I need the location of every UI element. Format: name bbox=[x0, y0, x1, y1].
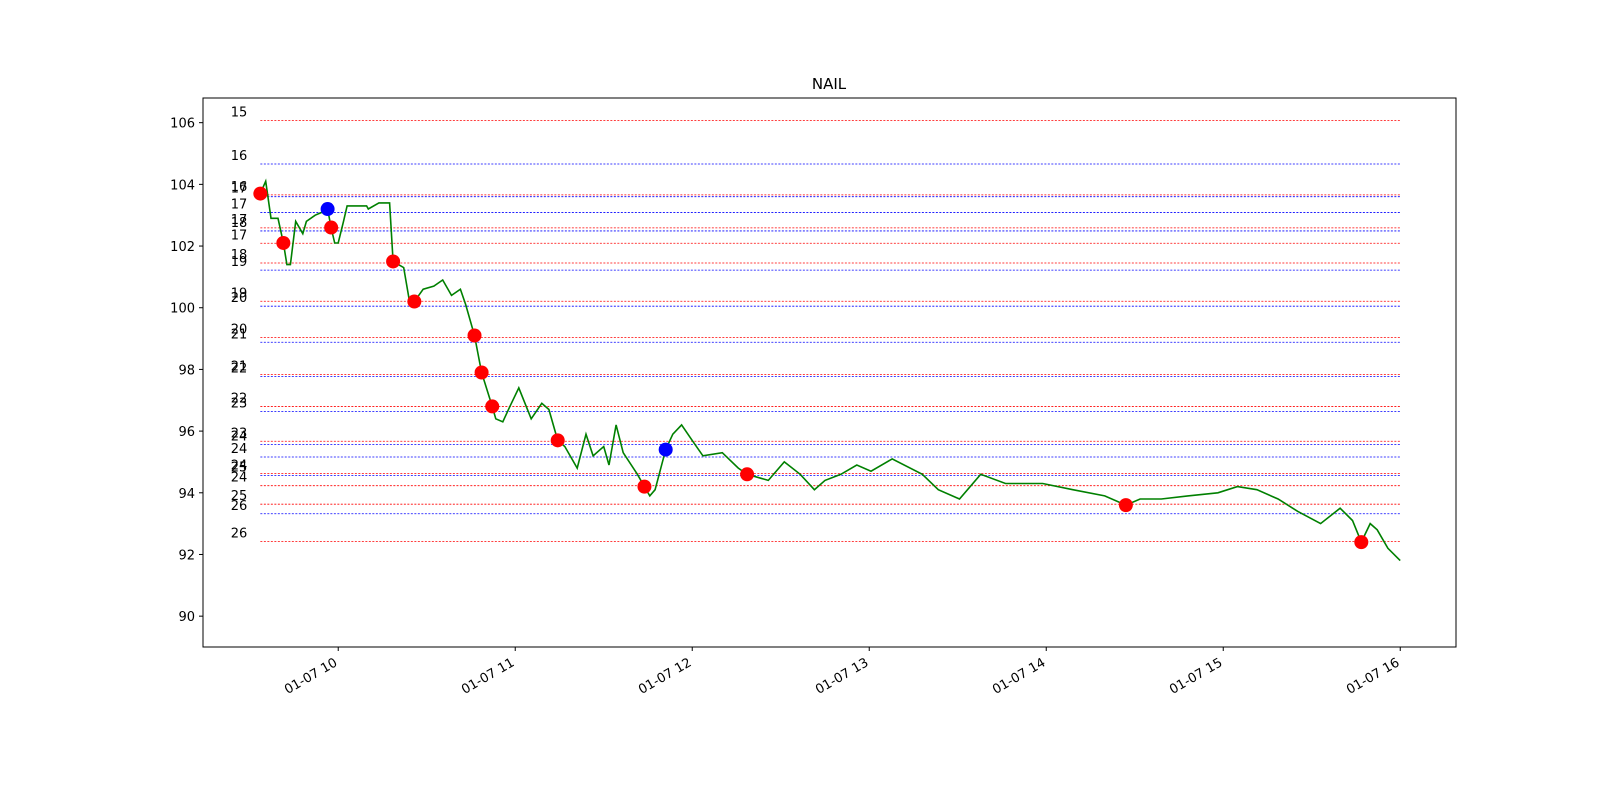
y-tick-label: 102 bbox=[170, 240, 195, 255]
level-label: 19 bbox=[231, 286, 248, 301]
marker bbox=[1118, 498, 1133, 513]
marker bbox=[550, 433, 565, 448]
marker bbox=[386, 254, 401, 269]
y-tick-label: 96 bbox=[178, 425, 195, 440]
marker bbox=[324, 220, 339, 235]
x-tick-label: 01-07 12 bbox=[636, 655, 694, 697]
level-label: 25 bbox=[231, 461, 248, 476]
x-tick-label: 01-07 14 bbox=[990, 655, 1048, 697]
x-tick-label: 01-07 10 bbox=[282, 655, 340, 697]
x-tick-label: 01-07 11 bbox=[459, 655, 517, 697]
price-line bbox=[259, 178, 1401, 562]
level-label: 24 bbox=[231, 429, 248, 444]
level-label: 25 bbox=[231, 489, 248, 504]
marker bbox=[407, 294, 422, 309]
y-tick-label: 104 bbox=[170, 178, 195, 193]
y-tick-label: 90 bbox=[178, 610, 195, 625]
marker bbox=[276, 235, 291, 250]
level-label: 16 bbox=[231, 149, 248, 164]
marker bbox=[485, 399, 500, 414]
x-tick-label: 01-07 15 bbox=[1167, 655, 1225, 697]
level-label: 21 bbox=[231, 327, 248, 342]
y-tick-label: 98 bbox=[178, 363, 195, 378]
level-label: 17 bbox=[231, 228, 248, 243]
level-label: 24 bbox=[231, 458, 248, 473]
level-label: 15 bbox=[231, 106, 248, 121]
level-label: 26 bbox=[231, 499, 248, 514]
level-label: 26 bbox=[231, 527, 248, 542]
level-label: 22 bbox=[231, 362, 248, 377]
y-tick-label: 92 bbox=[178, 548, 195, 563]
marker bbox=[467, 328, 482, 343]
level-label: 21 bbox=[231, 359, 248, 374]
level-label: 16 bbox=[231, 180, 248, 195]
marker bbox=[474, 365, 489, 380]
plot-frame bbox=[202, 97, 1457, 648]
chart-title: NAIL bbox=[812, 75, 847, 93]
marker bbox=[253, 186, 268, 201]
marker bbox=[637, 479, 652, 494]
level-label: 20 bbox=[231, 291, 248, 306]
level-label: 17 bbox=[231, 213, 248, 228]
level-label: 18 bbox=[231, 216, 248, 231]
level-label: 24 bbox=[231, 442, 248, 457]
marker bbox=[658, 442, 673, 457]
x-tick-label: 01-07 16 bbox=[1344, 655, 1402, 697]
level-label: 18 bbox=[231, 248, 248, 263]
level-label: 17 bbox=[231, 197, 248, 212]
x-tick-label: 01-07 13 bbox=[813, 655, 871, 697]
level-label: 19 bbox=[231, 255, 248, 270]
y-tick-label: 106 bbox=[170, 117, 195, 132]
marker bbox=[320, 202, 335, 217]
level-label: 22 bbox=[231, 391, 248, 406]
level-label: 23 bbox=[231, 426, 248, 441]
level-label: 17 bbox=[231, 182, 248, 197]
marker bbox=[1354, 535, 1369, 550]
y-tick-label: 94 bbox=[178, 487, 195, 502]
level-label: 24 bbox=[231, 471, 248, 486]
y-tick-label: 100 bbox=[170, 302, 195, 317]
level-label: 23 bbox=[231, 396, 248, 411]
marker bbox=[740, 467, 755, 482]
level-label: 20 bbox=[231, 322, 248, 337]
